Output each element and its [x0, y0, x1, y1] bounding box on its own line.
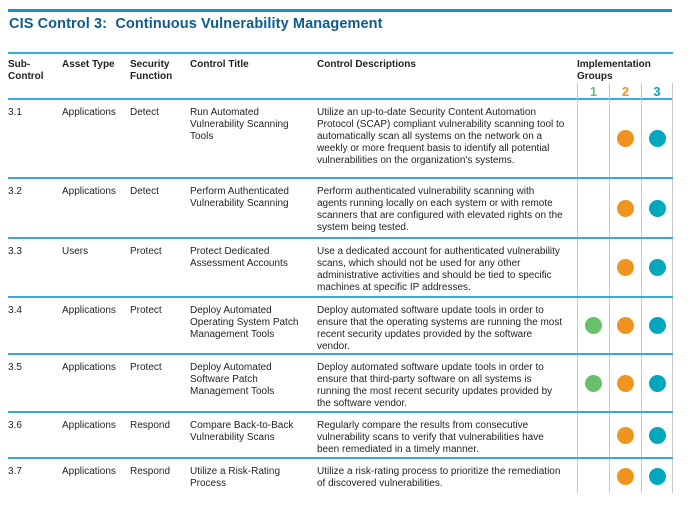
control-description-cell: Utilize an up-to-date Security Content A…: [317, 107, 565, 166]
ig2-dot: [617, 426, 634, 444]
asset-type-cell: Applications: [62, 305, 116, 316]
ig3-cell: [641, 355, 673, 411]
table-row-3-1: 3.1 Applications Detect Run Automated Vu…: [8, 100, 673, 177]
table-body: 3.1 Applications Detect Run Automated Vu…: [8, 100, 673, 493]
control-description-cell: Utilize a risk-rating process to priorit…: [317, 466, 561, 489]
col-header-control-descriptions: Control Descriptions: [317, 59, 416, 70]
col-header-control-title: Control Title: [190, 59, 249, 70]
ig3-dot: [648, 426, 666, 444]
ig3-dot: [648, 374, 666, 392]
security-function-cell: Protect: [130, 246, 162, 257]
control-title-cell: Perform Authenticated Vulnerability Scan…: [190, 186, 289, 209]
ig2-dot: [617, 317, 634, 334]
group-1-header: 1: [577, 83, 609, 102]
top-rule: [8, 9, 672, 12]
ig3-cell: [641, 413, 673, 457]
col-header-asset-type: Asset Type: [62, 59, 115, 70]
ig3-cell: [641, 179, 673, 237]
ig2-dot: [617, 259, 634, 276]
control-title-cell: Run Automated Vulnerability Scanning Too…: [190, 107, 289, 142]
ig1-cell: [577, 179, 609, 237]
ig2-dot: [617, 130, 634, 147]
control-description-cell: Regularly compare the results from conse…: [317, 420, 544, 455]
group-2-header: 2: [609, 83, 641, 102]
controls-table: Sub-Control Asset Type Security Function…: [8, 52, 673, 493]
ig2-dot: [617, 467, 634, 485]
sub-control-cell: 3.7: [8, 466, 22, 477]
security-function-cell: Detect: [130, 186, 159, 197]
ig2-cell: [609, 413, 641, 457]
ig1-dot: [585, 374, 602, 392]
ig2-dot: [617, 199, 634, 217]
ig2-cell: [609, 179, 641, 237]
table-row-3-5: 3.5 Applications Protect Deploy Automate…: [8, 353, 673, 411]
ig3-cell: [641, 459, 673, 493]
table-row-3-6: 3.6 Applications Respond Compare Back-to…: [8, 411, 673, 457]
group-3-header: 3: [641, 83, 673, 102]
control-description-cell: Deploy automated software update tools i…: [317, 305, 563, 352]
asset-type-cell: Applications: [62, 362, 116, 373]
ig3-cell: [641, 239, 673, 296]
ig3-dot: [648, 317, 666, 334]
control-title-cell: Protect Dedicated Assessment Accounts: [190, 246, 288, 269]
control-title-cell: Deploy Automated Operating System Patch …: [190, 305, 299, 340]
asset-type-cell: Applications: [62, 186, 116, 197]
ig1-dot: [585, 317, 602, 334]
sub-control-cell: 3.4: [8, 305, 22, 316]
control-description-cell: Deploy automated software update tools i…: [317, 362, 553, 409]
ig3-dot: [648, 130, 666, 147]
ig2-cell: [609, 298, 641, 353]
sub-control-cell: 3.2: [8, 186, 22, 197]
sub-control-cell: 3.5: [8, 362, 22, 373]
control-description-cell: Use a dedicated account for authenticate…: [317, 246, 560, 293]
control-description-cell: Perform authenticated vulnerability scan…: [317, 186, 563, 233]
table-row-3-4: 3.4 Applications Protect Deploy Automate…: [8, 296, 673, 353]
asset-type-cell: Users: [62, 246, 89, 257]
ig3-dot: [648, 467, 666, 485]
table-row-3-7: 3.7 Applications Respond Utilize a Risk-…: [8, 457, 673, 493]
col-header-security-function: Security Function: [130, 59, 173, 82]
table-row-3-3: 3.3 Users Protect Protect Dedicated Asse…: [8, 237, 673, 296]
asset-type-cell: Applications: [62, 107, 116, 118]
ig2-cell: [609, 459, 641, 493]
page-title: CIS Control 3: Continuous Vulnerability …: [9, 16, 383, 32]
col-header-implementation-groups: Implementation Groups 1 2 3: [577, 54, 673, 102]
ig1-cell: [577, 298, 609, 353]
control-title-cell: Deploy Automated Software Patch Manageme…: [190, 362, 275, 397]
ig2-dot: [617, 374, 634, 392]
ig1-cell: [577, 355, 609, 411]
ig1-cell: [577, 459, 609, 493]
security-function-cell: Protect: [130, 362, 162, 373]
ig1-cell: [577, 239, 609, 296]
table-row-3-2: 3.2 Applications Detect Perform Authenti…: [8, 177, 673, 237]
sub-control-cell: 3.6: [8, 420, 22, 431]
asset-type-cell: Applications: [62, 420, 116, 431]
asset-type-cell: Applications: [62, 466, 116, 477]
group-numbers-row: 1 2 3: [577, 83, 673, 102]
ig2-cell: [609, 239, 641, 296]
control-title-cell: Compare Back-to-Back Vulnerability Scans: [190, 420, 294, 443]
sub-control-cell: 3.3: [8, 246, 22, 257]
ig3-dot: [648, 199, 666, 217]
ig1-cell: [577, 413, 609, 457]
control-title-cell: Utilize a Risk-Rating Process: [190, 466, 281, 489]
sub-control-cell: 3.1: [8, 107, 22, 118]
security-function-cell: Protect: [130, 305, 162, 316]
ig2-cell: [609, 100, 641, 177]
col-header-sub-control: Sub-Control: [8, 59, 44, 82]
ig3-cell: [641, 100, 673, 177]
implementation-groups-label: Implementation Groups: [577, 59, 651, 82]
security-function-cell: Detect: [130, 107, 159, 118]
ig1-cell: [577, 100, 609, 177]
ig2-cell: [609, 355, 641, 411]
table-header-row: Sub-Control Asset Type Security Function…: [8, 52, 673, 102]
ig3-cell: [641, 298, 673, 353]
security-function-cell: Respond: [130, 466, 171, 477]
security-function-cell: Respond: [130, 420, 171, 431]
ig3-dot: [648, 259, 666, 276]
